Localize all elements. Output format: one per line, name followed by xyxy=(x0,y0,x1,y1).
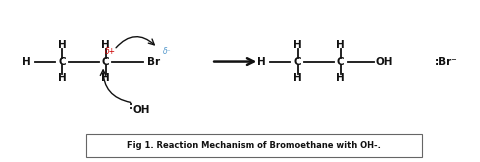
Text: H: H xyxy=(293,40,302,50)
Text: Fig 1. Reaction Mechanism of Bromoethane with OH-.: Fig 1. Reaction Mechanism of Bromoethane… xyxy=(128,141,381,150)
Text: C: C xyxy=(337,57,345,67)
Text: :: : xyxy=(129,101,133,111)
Text: δ+: δ+ xyxy=(105,46,116,56)
Text: H: H xyxy=(58,40,67,50)
Text: C: C xyxy=(102,57,109,67)
Text: H: H xyxy=(293,73,302,83)
Text: Br: Br xyxy=(147,57,160,67)
Text: OH: OH xyxy=(375,57,393,67)
Text: H: H xyxy=(101,40,110,50)
Text: δ⁻: δ⁻ xyxy=(163,46,171,56)
Text: OH: OH xyxy=(133,105,150,115)
Text: H: H xyxy=(257,57,266,67)
Text: H: H xyxy=(101,73,110,83)
Text: H: H xyxy=(336,73,345,83)
Text: C: C xyxy=(59,57,66,67)
Text: H: H xyxy=(22,57,31,67)
Text: C: C xyxy=(294,57,301,67)
Text: H: H xyxy=(58,73,67,83)
Text: H: H xyxy=(336,40,345,50)
FancyBboxPatch shape xyxy=(86,134,422,157)
Text: :Br⁻: :Br⁻ xyxy=(435,57,458,67)
